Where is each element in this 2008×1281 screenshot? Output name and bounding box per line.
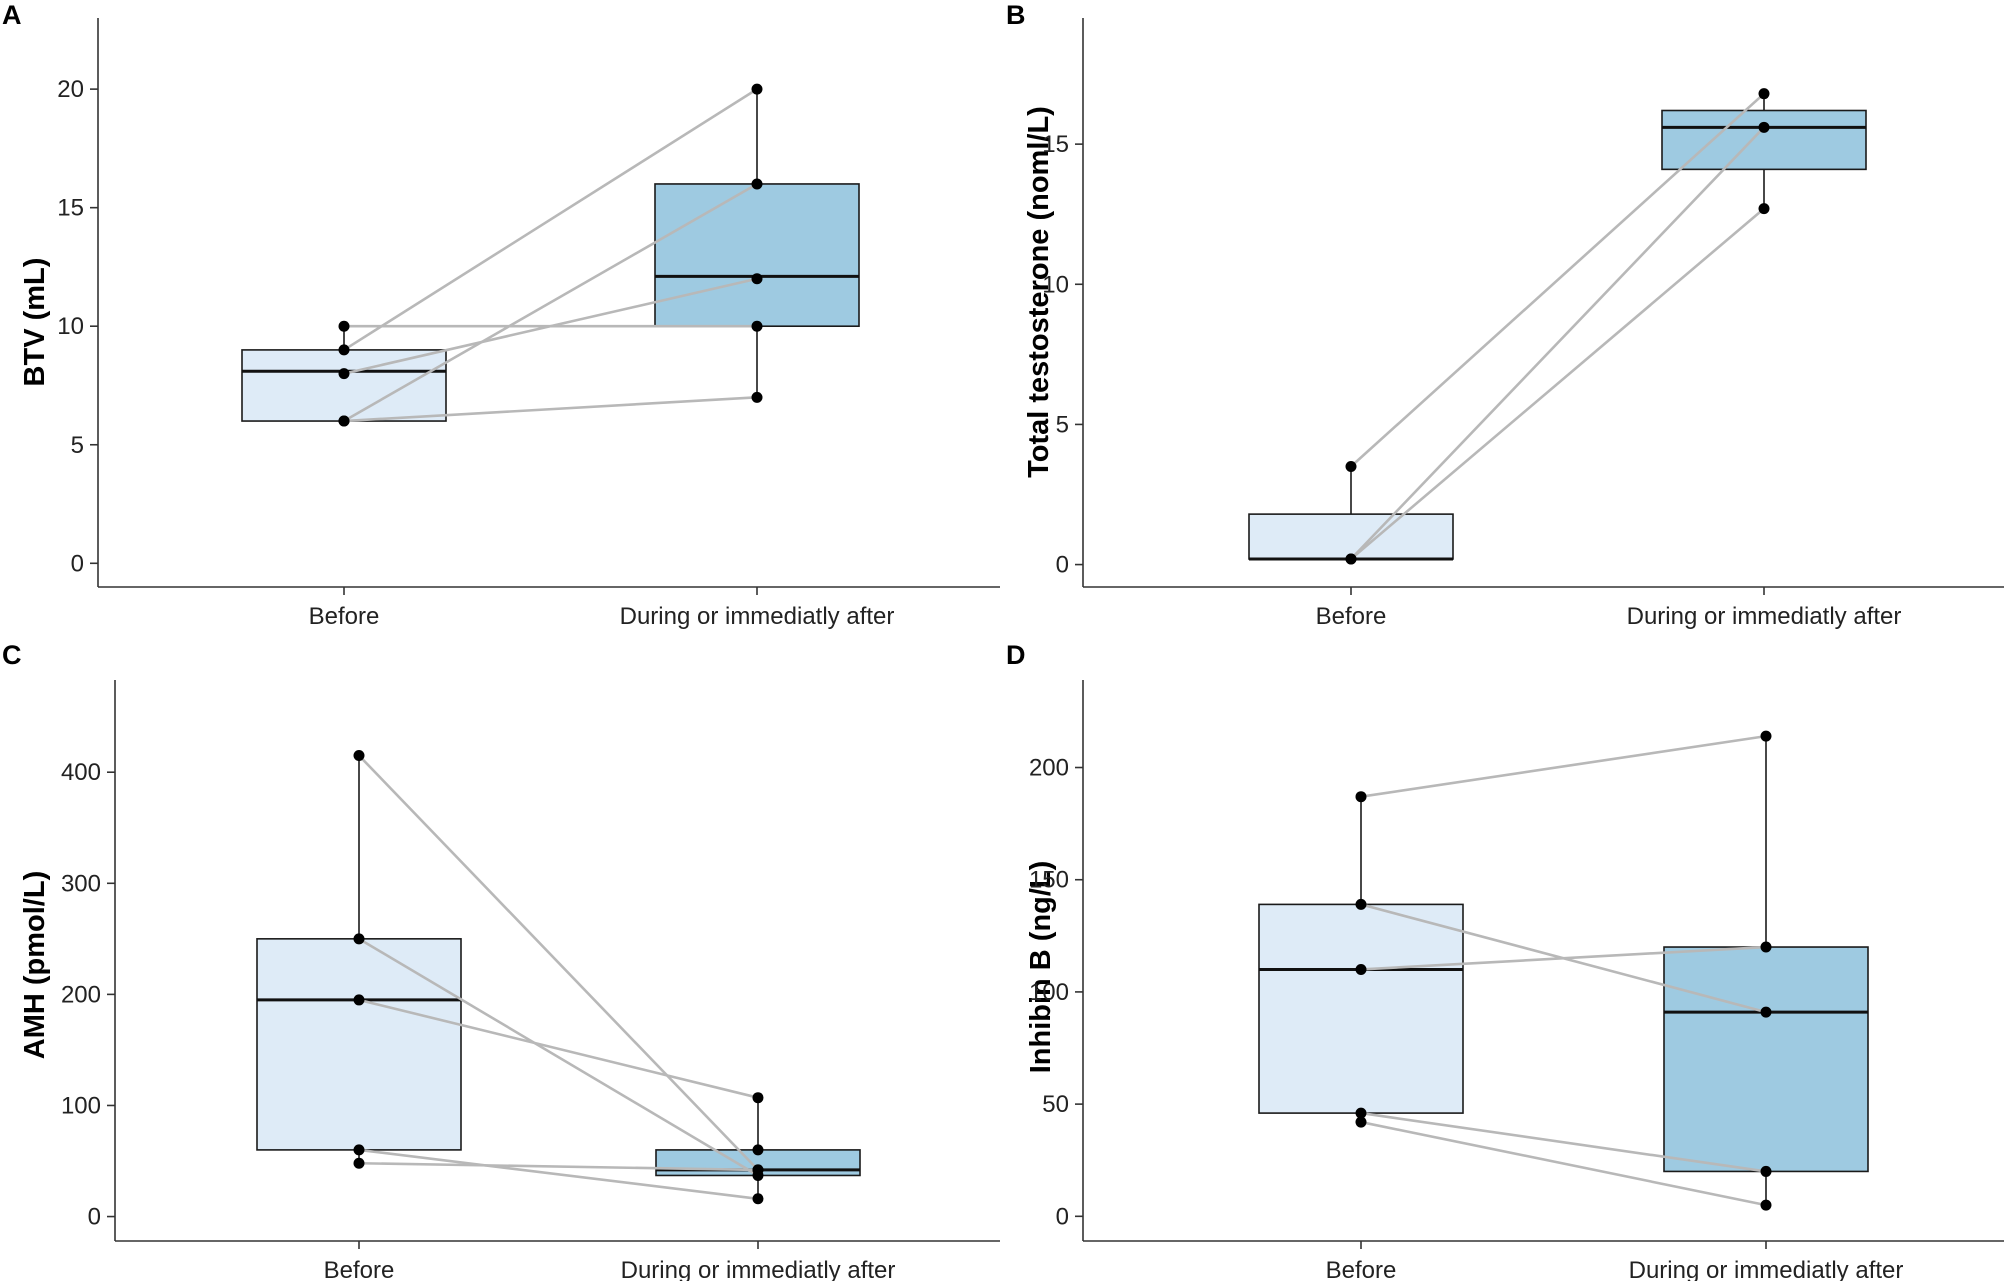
data-point-c (353, 933, 365, 945)
x-tick-label-d: Before (1326, 1257, 1397, 1281)
y-tick-label-b: 0 (1056, 552, 1069, 579)
data-point-c (353, 1144, 365, 1156)
box-a-after (654, 183, 860, 328)
y-tick-label-c: 300 (61, 870, 101, 897)
y-tick-label-d: 200 (1029, 755, 1069, 782)
data-point-c (752, 1193, 764, 1205)
box-d-before (1258, 903, 1464, 1114)
data-point-c (353, 750, 365, 762)
x-tick-label-c: Before (324, 1257, 395, 1281)
y-tick-label-c: 0 (88, 1204, 101, 1231)
y-tick-label-a: 15 (57, 195, 84, 222)
data-point-c (353, 994, 365, 1006)
data-point-d (1760, 1199, 1772, 1211)
pair-line-d (1360, 1120, 1767, 1207)
x-tick-label-a: Before (309, 603, 380, 630)
data-point-d (1760, 1165, 1772, 1177)
pair-line-b (1350, 207, 1765, 560)
y-tick-label-b: 10 (1042, 271, 1069, 298)
pair-line-b (1350, 126, 1765, 560)
y-tick-label-c: 100 (61, 1092, 101, 1119)
data-point-d (1355, 963, 1367, 975)
panel-b: B Total testosterone (noml/L) 0 5 10 15 Befo… (1006, 0, 2004, 630)
data-point-d (1355, 1107, 1367, 1119)
data-point-c (752, 1092, 764, 1104)
pair-line-b (1350, 92, 1765, 468)
data-point-a (338, 368, 350, 380)
y-tick-label-d: 0 (1056, 1203, 1069, 1230)
box-c-before (256, 938, 462, 1151)
x-tick-label-b: During or immediatly after (1627, 603, 1902, 630)
data-point-d (1760, 730, 1772, 742)
panel-d: D Inhibin B (ng/L) 0 50 100 150 200 Before Dur… (1006, 640, 2004, 1281)
data-point-b (1345, 553, 1357, 565)
pair-line-c (358, 1148, 759, 1201)
panel-label-a: A (2, 0, 22, 30)
data-point-a (751, 391, 763, 403)
y-tick-label-b: 5 (1056, 411, 1069, 438)
pair-line-a (343, 396, 758, 423)
pair-line-c (358, 754, 759, 1171)
data-point-b (1345, 460, 1357, 472)
y-axis-title-c: AMH (pmol/L) (19, 871, 51, 1059)
data-point-c (353, 1157, 365, 1169)
data-point-d (1760, 1006, 1772, 1018)
data-point-a (338, 344, 350, 356)
y-axis-title-b: Total testosterone (noml/L) (1023, 106, 1055, 478)
data-point-d (1355, 1116, 1367, 1128)
y-tick-label-a: 20 (57, 76, 84, 103)
box-b-before (1248, 513, 1454, 560)
data-point-c (752, 1144, 764, 1156)
panel-c: C AMH (pmol/L) 0 100 200 300 400 Before During… (2, 640, 1000, 1281)
box-d-after (1663, 946, 1869, 1173)
box-b-after (1661, 109, 1867, 171)
data-point-a (338, 320, 350, 332)
pair-line-c (358, 998, 759, 1099)
data-point-d (1355, 898, 1367, 910)
box-a-before (241, 349, 447, 422)
data-point-b (1758, 121, 1770, 133)
x-tick-label-a: During or immediatly after (620, 603, 895, 630)
pair-line-c (358, 1161, 759, 1172)
data-point-d (1355, 791, 1367, 803)
y-tick-label-d: 100 (1029, 979, 1069, 1006)
y-tick-label-c: 400 (61, 759, 101, 786)
y-tick-label-c: 200 (61, 981, 101, 1008)
y-tick-label-a: 10 (57, 313, 84, 340)
y-tick-label-d: 150 (1029, 867, 1069, 894)
pair-line-c (358, 937, 759, 1177)
x-tick-label-d: During or immediatly after (1629, 1257, 1904, 1281)
x-tick-label-b: Before (1316, 603, 1387, 630)
y-tick-label-b: 15 (1042, 131, 1069, 158)
data-point-a (338, 415, 350, 427)
data-point-d (1760, 941, 1772, 953)
data-point-a (751, 320, 763, 332)
data-point-a (751, 83, 763, 95)
pair-line-a (343, 277, 758, 375)
pair-line-a (343, 88, 758, 352)
y-tick-label-a: 5 (71, 432, 84, 459)
y-tick-label-a: 0 (71, 550, 84, 577)
panel-label-d: D (1006, 640, 1026, 670)
y-tick-label-d: 50 (1042, 1091, 1069, 1118)
panel-label-c: C (2, 640, 22, 670)
pair-line-d (1360, 734, 1767, 798)
data-point-b (1758, 88, 1770, 100)
y-axis-title-d: Inhibin B (ng/L) (1025, 861, 1057, 1074)
data-point-a (751, 273, 763, 285)
panel-a: A BTV (mL) 0 5 10 15 20 Before During or immed… (2, 0, 1000, 630)
pair-line-a (343, 182, 758, 423)
x-tick-label-c: During or immediatly after (621, 1257, 896, 1281)
data-point-c (752, 1164, 764, 1176)
pair-line-d (1360, 1111, 1767, 1173)
data-point-b (1758, 203, 1770, 215)
pair-line-d (1360, 945, 1767, 971)
data-point-a (751, 178, 763, 190)
y-axis-title-a: BTV (mL) (19, 258, 51, 387)
panel-label-b: B (1006, 0, 1026, 30)
